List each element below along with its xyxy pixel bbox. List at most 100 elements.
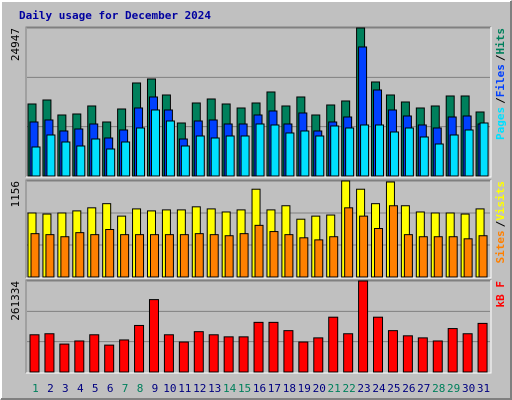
bar: [462, 333, 473, 373]
x-tick-label: 12: [193, 382, 206, 395]
x-tick-label: 3: [62, 382, 69, 395]
bar: [89, 334, 100, 373]
x-tick-label: 26: [402, 382, 415, 395]
x-tick-label: 16: [253, 382, 266, 395]
bar: [284, 234, 294, 278]
bar: [285, 132, 295, 177]
bar: [74, 340, 85, 373]
bar: [477, 322, 488, 373]
bar: [269, 231, 279, 278]
x-tick-label: 28: [432, 382, 445, 395]
legend-entry: Sites: [494, 230, 507, 263]
x-tick-label: 7: [122, 382, 129, 395]
bar: [404, 127, 414, 177]
panel-light: [26, 280, 492, 374]
panel-shadow: [25, 179, 491, 278]
bar: [44, 333, 55, 373]
x-tick-label: 27: [417, 382, 430, 395]
bar: [105, 228, 115, 278]
bar: [135, 234, 145, 278]
bar: [180, 145, 190, 177]
x-tick-label: 25: [387, 382, 400, 395]
bar: [388, 205, 398, 278]
x-tick-label: 6: [107, 382, 114, 395]
bar: [360, 124, 370, 177]
x-tick-label: 17: [268, 382, 281, 395]
bar: [76, 145, 86, 177]
bar: [344, 207, 354, 278]
bar: [417, 337, 428, 373]
x-tick-label: 14: [223, 382, 237, 395]
legend-entry: Visits: [494, 181, 507, 221]
bar: [239, 233, 249, 278]
bar: [91, 138, 101, 177]
bar: [120, 234, 130, 278]
legend-separator: /: [494, 54, 507, 61]
legend: kB F: [494, 281, 507, 308]
bar: [374, 228, 384, 278]
bar: [209, 234, 219, 278]
x-tick-label: 15: [238, 382, 251, 395]
bar: [389, 131, 399, 177]
bar: [75, 232, 85, 278]
legend-entry: kB F: [494, 281, 507, 308]
bar: [433, 236, 443, 278]
x-tick-label: 13: [208, 382, 221, 395]
x-tick-label: 10: [163, 382, 176, 395]
bar: [449, 134, 459, 177]
bar: [121, 141, 131, 177]
bar: [298, 341, 309, 373]
x-tick-label: 23: [357, 382, 370, 395]
bar: [210, 137, 220, 177]
bar: [253, 321, 264, 373]
panel-shadow: [25, 279, 491, 373]
bar: [403, 234, 413, 278]
y-tick-label: 1156: [9, 181, 22, 208]
x-tick-label: 4: [77, 382, 84, 395]
bar: [358, 280, 369, 373]
bar: [328, 316, 339, 373]
x-tick-label: 2: [47, 382, 54, 395]
bar: [61, 141, 71, 177]
bar: [90, 234, 100, 278]
bar: [254, 224, 264, 278]
bar: [164, 234, 174, 278]
x-tick-label: 11: [178, 382, 191, 395]
x-tick-label: 5: [92, 382, 99, 395]
legend-separator: /: [494, 220, 507, 227]
bar: [268, 321, 279, 373]
bar: [345, 127, 355, 177]
bar: [432, 340, 443, 373]
bar: [150, 109, 160, 177]
x-tick-label: 1: [32, 382, 39, 395]
bar: [373, 316, 384, 373]
bar: [314, 239, 324, 278]
bar: [165, 120, 175, 177]
bar: [464, 129, 474, 177]
x-tick-label: 8: [137, 382, 144, 395]
x-tick-label: 22: [342, 382, 355, 395]
x-tick-label: 29: [447, 382, 460, 395]
bar: [134, 324, 145, 373]
bar: [119, 339, 130, 373]
bar: [136, 127, 146, 177]
bar: [300, 130, 310, 177]
bar: [225, 135, 235, 177]
bar: [283, 330, 294, 373]
chart-title: Daily usage for December 2024: [19, 9, 211, 22]
bar: [194, 233, 204, 278]
bar: [359, 215, 369, 278]
bar: [330, 125, 340, 177]
bar: [387, 330, 398, 373]
legend-entry: Pages: [494, 107, 507, 140]
legend-separator: /: [494, 97, 507, 104]
bar: [418, 236, 428, 278]
bar: [195, 135, 205, 177]
bar: [478, 235, 488, 278]
legend: Sites /Visits: [494, 181, 507, 264]
legend-entry: Hits: [494, 28, 507, 55]
bar: [315, 135, 325, 177]
